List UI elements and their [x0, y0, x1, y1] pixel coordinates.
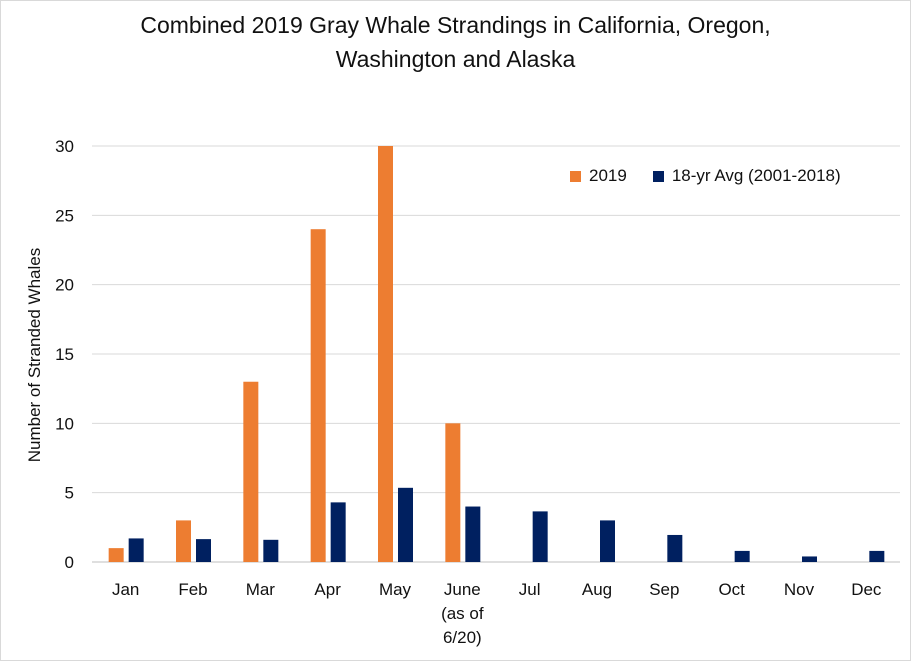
- y-tick-label: 5: [65, 484, 74, 503]
- bar-avg-mar: [263, 539, 279, 562]
- y-tick-label: 25: [55, 206, 74, 225]
- x-tick-label: 6/20): [443, 628, 482, 647]
- legend-label-avg: 18-yr Avg (2001-2018): [671, 166, 841, 185]
- y-tick-label: 20: [55, 276, 74, 295]
- x-tick-label: Apr: [314, 580, 341, 599]
- legend-swatch-avg: [652, 170, 664, 182]
- x-tick-label: Dec: [851, 580, 882, 599]
- y-tick-label: 10: [55, 414, 74, 433]
- x-tick-label: June: [444, 580, 481, 599]
- legend-item-avg: 18-yr Avg (2001-2018): [652, 166, 841, 186]
- legend-swatch-2019: [570, 170, 581, 182]
- x-tick-label: Feb: [178, 580, 207, 599]
- x-tick-label: Jan: [112, 580, 139, 599]
- bar-avg-jul: [532, 511, 548, 562]
- bar-avg-may: [398, 487, 413, 562]
- legend-label-2019: 2019: [589, 166, 627, 185]
- x-tick-label: Jul: [519, 580, 541, 599]
- bar-avg-nov: [802, 556, 817, 562]
- bar-avg-aug: [600, 520, 615, 562]
- bar-avg-apr: [330, 502, 346, 562]
- x-tick-label: Aug: [582, 580, 612, 599]
- y-tick-label: 15: [55, 345, 74, 364]
- bar-avg-jan: [128, 538, 144, 562]
- legend-item-2019: 2019: [570, 166, 627, 186]
- bar-2019-jan: [108, 548, 124, 562]
- bar-avg-sep: [667, 534, 683, 562]
- legend: 2019 18-yr Avg (2001-2018): [570, 166, 867, 186]
- x-tick-label: Sep: [649, 580, 679, 599]
- x-tick-label: Mar: [246, 580, 276, 599]
- y-tick-label: 0: [65, 553, 74, 572]
- x-tick-label: Nov: [784, 580, 815, 599]
- bar-avg-oct: [734, 550, 750, 562]
- x-tick-label: Oct: [718, 580, 745, 599]
- bar-avg-feb: [196, 539, 211, 562]
- y-tick-label: 30: [55, 137, 74, 156]
- bar-2019-apr: [310, 229, 326, 562]
- bar-2019-may: [378, 146, 393, 562]
- chart-title-line-2: Washington and Alaska: [335, 46, 576, 72]
- bar-2019-feb: [176, 520, 191, 562]
- bar-avg-dec: [869, 550, 885, 562]
- bar-avg-june: [465, 506, 481, 562]
- chart-title-line-1: Combined 2019 Gray Whale Strandings in C…: [140, 12, 771, 38]
- bar-2019-june: [445, 423, 461, 562]
- x-tick-label: (as of: [441, 604, 484, 623]
- bar-2019-mar: [243, 381, 259, 562]
- x-tick-label: May: [379, 580, 412, 599]
